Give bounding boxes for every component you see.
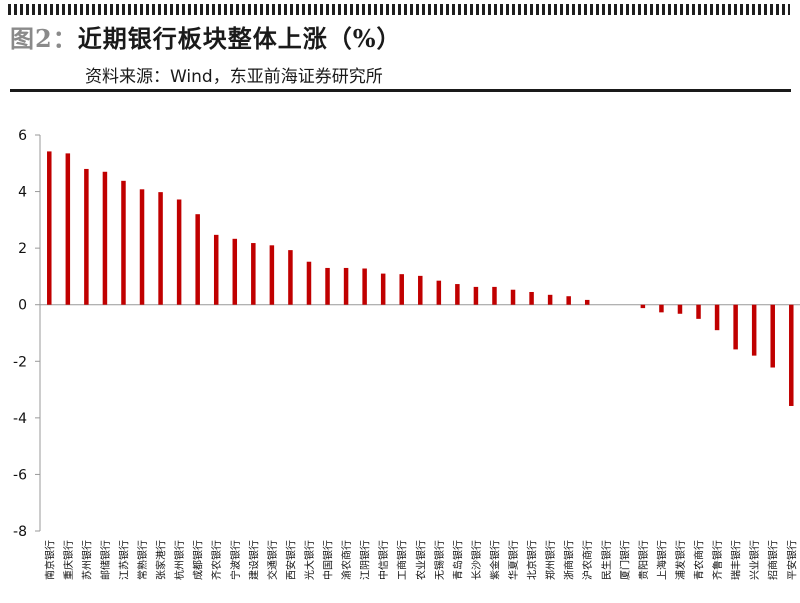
x-tick-label: 重庆银行 <box>62 540 75 580</box>
bar <box>751 304 757 356</box>
bar <box>696 304 701 319</box>
bar <box>343 267 349 305</box>
y-tick-label: 0 <box>18 298 27 314</box>
bar <box>529 291 534 305</box>
bar <box>418 275 423 305</box>
bar <box>65 153 71 305</box>
bar <box>584 299 590 305</box>
header-rule <box>10 89 791 92</box>
x-tick-label: 平安银行 <box>785 540 798 580</box>
x-tick-label: 齐鲁银行 <box>711 540 724 580</box>
x-tick-label: 中信银行 <box>377 540 390 580</box>
x-tick-label: 工商银行 <box>396 540 409 580</box>
x-tick-label: 瑞丰银行 <box>730 540 743 580</box>
x-tick-label: 华夏银行 <box>507 540 520 580</box>
bar <box>677 304 683 314</box>
bar <box>789 304 794 406</box>
bar <box>325 267 330 305</box>
x-tick-label: 贵阳银行 <box>637 540 650 580</box>
x-tick-label: 长沙银行 <box>470 540 483 580</box>
bar <box>195 214 200 305</box>
bar <box>380 273 386 305</box>
bar <box>455 284 460 305</box>
bar <box>399 274 404 305</box>
bar <box>139 189 145 305</box>
x-tick-label: 浙商银行 <box>563 540 576 580</box>
bar <box>176 199 182 305</box>
bar <box>436 280 442 305</box>
source-note: 资料来源：Wind，东亚前海证券研究所 <box>85 67 383 87</box>
x-tick-label: 北京银行 <box>526 540 539 580</box>
x-tick-label: 光大银行 <box>303 540 316 580</box>
bar <box>213 234 219 305</box>
x-tick-label: 无锡银行 <box>433 540 446 580</box>
bar <box>306 261 312 305</box>
x-tick-label: 中国银行 <box>322 540 335 580</box>
bar <box>158 192 163 305</box>
y-tick-label: -6 <box>13 467 27 483</box>
bar <box>566 296 571 305</box>
x-tick-label: 上海银行 <box>655 540 668 580</box>
bar <box>473 286 479 305</box>
figure-number: 图2： <box>10 24 78 53</box>
x-tick-label: 青农商行 <box>693 540 706 580</box>
bar <box>547 294 553 305</box>
x-tick-label: 南京银行 <box>43 540 56 580</box>
y-tick-label: 2 <box>18 241 27 257</box>
bar <box>102 171 108 305</box>
x-tick-label: 农业银行 <box>414 540 427 580</box>
bar <box>714 304 720 331</box>
x-tick-label: 建设银行 <box>247 540 260 580</box>
bar <box>640 304 646 309</box>
x-tick-label: 青岛银行 <box>451 540 464 580</box>
bar <box>770 304 775 368</box>
bar <box>232 238 238 305</box>
bar <box>251 243 256 305</box>
x-tick-label: 成都银行 <box>192 540 205 580</box>
y-tick-label: 6 <box>18 128 27 144</box>
x-tick-label: 常熟银行 <box>136 540 149 580</box>
x-tick-label: 邮储银行 <box>99 540 112 580</box>
figure-title: 图2：近期银行板块整体上涨（%） <box>10 19 402 54</box>
x-tick-label: 西安银行 <box>284 540 297 580</box>
x-tick-label: 兴业银行 <box>748 540 761 580</box>
x-tick-label: 杭州银行 <box>173 540 186 580</box>
bar <box>84 168 89 305</box>
header-stripe <box>8 4 790 15</box>
bar <box>288 250 293 305</box>
bar <box>362 268 367 305</box>
bar <box>733 304 738 350</box>
x-tick-label: 郑州银行 <box>544 540 557 580</box>
x-tick-label: 齐农银行 <box>210 540 223 580</box>
x-tick-label: 招商银行 <box>767 540 780 580</box>
bar <box>47 151 52 305</box>
x-tick-label: 厦门银行 <box>618 540 631 580</box>
y-tick-label: -8 <box>13 524 27 540</box>
y-tick-label: -2 <box>13 354 27 370</box>
x-tick-label: 浦发银行 <box>674 540 687 580</box>
x-tick-label: 江苏银行 <box>117 540 130 580</box>
bar <box>121 180 126 305</box>
x-tick-label: 紫金银行 <box>488 540 501 580</box>
bar <box>492 286 497 305</box>
x-tick-label: 民生银行 <box>600 540 613 580</box>
x-tick-label: 沪农商行 <box>581 540 594 580</box>
y-tick-label: 4 <box>18 185 27 201</box>
bar <box>510 289 516 305</box>
x-tick-label: 张家港行 <box>155 540 168 580</box>
x-tick-label: 交通银行 <box>266 540 279 580</box>
x-tick-label: 宁波银行 <box>229 540 242 580</box>
bar <box>659 304 664 313</box>
figure-title-text: 近期银行板块整体上涨（%） <box>77 24 402 53</box>
x-tick-label: 江阴银行 <box>359 540 372 580</box>
x-tick-label: 苏州银行 <box>80 540 93 580</box>
x-tick-label: 渝农商行 <box>340 540 353 580</box>
y-tick-label: -4 <box>13 411 27 427</box>
bar <box>269 245 275 305</box>
